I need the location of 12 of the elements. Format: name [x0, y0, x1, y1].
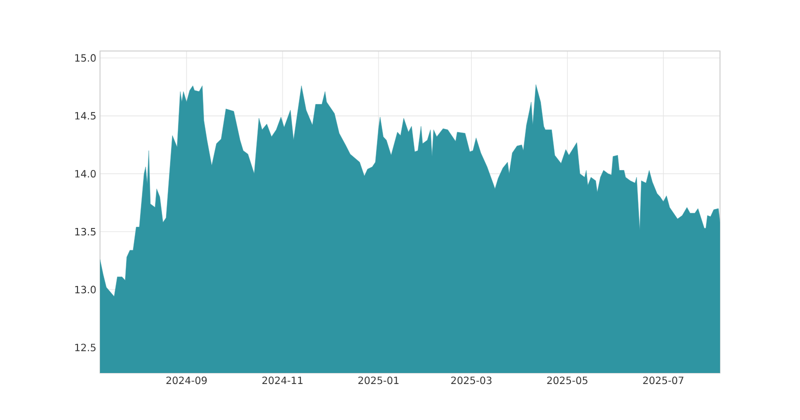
y-tick-label: 14.5	[75, 112, 96, 120]
y-tick-label: 12.5	[75, 344, 96, 352]
y-tick-label: 13.5	[75, 228, 96, 236]
y-tick-label: 13.0	[75, 286, 96, 294]
x-tick-label: 2024-11	[262, 376, 302, 384]
x-tick-label: 2025-07	[643, 376, 684, 384]
y-tick-label: 15.0	[75, 54, 96, 62]
y-tick-label: 14.0	[75, 170, 96, 178]
x-tick-label: 2025-01	[358, 376, 398, 384]
x-tick-label: 2025-05	[547, 376, 588, 384]
x-tick-label: 2024-09	[166, 376, 207, 384]
x-tick-label: 2025-03	[451, 376, 492, 384]
